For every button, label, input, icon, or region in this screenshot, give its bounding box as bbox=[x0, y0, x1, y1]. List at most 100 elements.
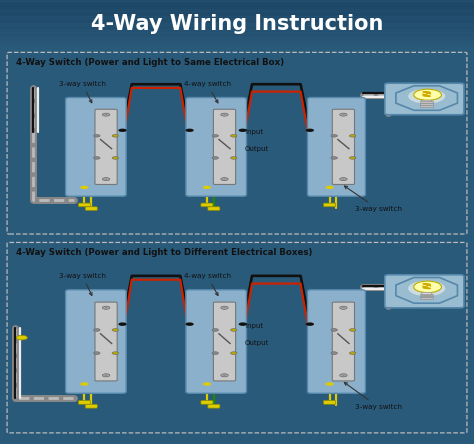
Circle shape bbox=[342, 114, 345, 115]
Circle shape bbox=[221, 178, 228, 181]
Circle shape bbox=[212, 157, 219, 159]
Circle shape bbox=[238, 322, 247, 326]
FancyBboxPatch shape bbox=[65, 290, 126, 393]
Circle shape bbox=[349, 352, 356, 354]
FancyBboxPatch shape bbox=[65, 98, 126, 196]
Circle shape bbox=[105, 375, 108, 376]
Circle shape bbox=[80, 382, 89, 386]
Circle shape bbox=[325, 186, 334, 189]
Circle shape bbox=[340, 113, 347, 116]
FancyBboxPatch shape bbox=[186, 98, 246, 196]
Circle shape bbox=[105, 178, 108, 180]
Text: 4-Way Wiring Instruction: 4-Way Wiring Instruction bbox=[91, 14, 383, 34]
Circle shape bbox=[349, 135, 356, 137]
Circle shape bbox=[212, 329, 219, 331]
Circle shape bbox=[93, 135, 100, 137]
FancyBboxPatch shape bbox=[208, 404, 220, 408]
Circle shape bbox=[112, 157, 118, 159]
Text: 4-way switch: 4-way switch bbox=[184, 273, 231, 296]
FancyBboxPatch shape bbox=[213, 302, 236, 381]
FancyBboxPatch shape bbox=[332, 109, 355, 184]
FancyBboxPatch shape bbox=[308, 290, 365, 393]
Text: 3-way switch: 3-way switch bbox=[345, 186, 402, 212]
FancyBboxPatch shape bbox=[95, 302, 117, 381]
Circle shape bbox=[223, 307, 226, 308]
Text: 4-way switch: 4-way switch bbox=[184, 81, 231, 103]
Circle shape bbox=[16, 335, 27, 340]
Circle shape bbox=[221, 306, 228, 309]
Circle shape bbox=[185, 322, 194, 326]
Circle shape bbox=[102, 113, 110, 116]
Circle shape bbox=[221, 113, 228, 116]
FancyBboxPatch shape bbox=[420, 103, 433, 105]
Circle shape bbox=[331, 135, 337, 137]
Circle shape bbox=[102, 374, 110, 377]
FancyBboxPatch shape bbox=[308, 98, 365, 196]
Circle shape bbox=[408, 89, 445, 103]
FancyBboxPatch shape bbox=[420, 101, 433, 103]
FancyBboxPatch shape bbox=[324, 203, 336, 207]
FancyBboxPatch shape bbox=[78, 400, 91, 404]
Circle shape bbox=[185, 129, 194, 132]
Circle shape bbox=[118, 322, 127, 326]
FancyBboxPatch shape bbox=[385, 83, 464, 115]
Circle shape bbox=[105, 114, 108, 115]
Text: Input: Input bbox=[245, 323, 263, 329]
Circle shape bbox=[203, 186, 211, 189]
FancyBboxPatch shape bbox=[186, 290, 246, 393]
Circle shape bbox=[212, 352, 219, 354]
Polygon shape bbox=[421, 100, 432, 103]
Circle shape bbox=[340, 306, 347, 309]
Circle shape bbox=[118, 129, 127, 132]
Text: Input: Input bbox=[245, 129, 263, 135]
Circle shape bbox=[223, 178, 226, 180]
Circle shape bbox=[93, 352, 100, 354]
Text: 3-way switch: 3-way switch bbox=[344, 383, 402, 410]
Circle shape bbox=[342, 375, 345, 376]
FancyBboxPatch shape bbox=[213, 109, 236, 184]
Text: 3-way switch: 3-way switch bbox=[59, 273, 106, 295]
FancyBboxPatch shape bbox=[85, 207, 97, 210]
Circle shape bbox=[408, 281, 445, 296]
FancyBboxPatch shape bbox=[324, 400, 336, 404]
Text: 4-Way Switch (Power and Light to Different Electrical Boxes): 4-Way Switch (Power and Light to Differe… bbox=[16, 248, 312, 257]
Circle shape bbox=[331, 157, 337, 159]
Circle shape bbox=[212, 135, 219, 137]
FancyBboxPatch shape bbox=[95, 109, 117, 184]
FancyBboxPatch shape bbox=[420, 297, 433, 299]
Circle shape bbox=[342, 307, 345, 308]
Circle shape bbox=[238, 129, 247, 132]
Circle shape bbox=[230, 157, 237, 159]
FancyBboxPatch shape bbox=[208, 207, 220, 210]
Circle shape bbox=[349, 329, 356, 331]
Circle shape bbox=[93, 157, 100, 159]
Circle shape bbox=[93, 329, 100, 331]
Circle shape bbox=[203, 382, 211, 386]
FancyBboxPatch shape bbox=[420, 105, 433, 107]
Circle shape bbox=[230, 329, 237, 331]
Circle shape bbox=[306, 322, 314, 326]
Circle shape bbox=[325, 382, 334, 386]
Circle shape bbox=[223, 375, 226, 376]
Circle shape bbox=[340, 178, 347, 181]
Text: Output: Output bbox=[245, 146, 269, 152]
Circle shape bbox=[349, 157, 356, 159]
FancyBboxPatch shape bbox=[78, 203, 91, 207]
Circle shape bbox=[331, 329, 337, 331]
Text: 4-Way Switch (Power and Light to Same Electrical Box): 4-Way Switch (Power and Light to Same El… bbox=[16, 58, 284, 67]
Circle shape bbox=[306, 129, 314, 132]
FancyBboxPatch shape bbox=[385, 275, 464, 308]
FancyBboxPatch shape bbox=[201, 400, 213, 404]
Circle shape bbox=[342, 178, 345, 180]
FancyBboxPatch shape bbox=[332, 302, 355, 381]
FancyBboxPatch shape bbox=[420, 296, 433, 297]
Circle shape bbox=[331, 352, 337, 354]
Circle shape bbox=[230, 352, 237, 354]
Text: Output: Output bbox=[245, 341, 269, 346]
Circle shape bbox=[80, 186, 89, 189]
FancyBboxPatch shape bbox=[85, 404, 97, 408]
FancyBboxPatch shape bbox=[420, 293, 433, 295]
Circle shape bbox=[223, 114, 226, 115]
FancyBboxPatch shape bbox=[201, 203, 213, 207]
Circle shape bbox=[221, 374, 228, 377]
